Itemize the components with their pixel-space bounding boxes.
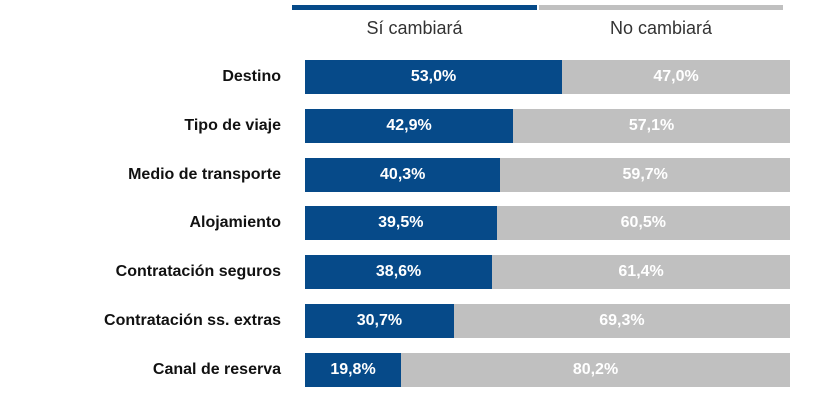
bar-no-cambiara [562,60,790,94]
bar-si-cambiara [305,60,563,94]
bar-no-cambiara [513,108,790,143]
value-label-no: 61,4% [618,263,664,281]
value-label-si: 40,3% [380,165,426,183]
value-label-no: 59,7% [622,165,668,183]
value-label-si: 30,7% [356,312,403,329]
bar-si-cambiara [305,108,514,143]
bar-si-cambiara [305,206,497,241]
legend-label-no: No cambiará [609,18,713,38]
bar-no-cambiara [453,304,790,338]
bar-si-cambiara [305,304,454,338]
bar-si-cambiara [305,255,493,290]
category-label: Canal de reserva [152,360,281,378]
value-label-si: 38,6% [375,263,422,281]
bar-no-cambiara [401,352,790,387]
category-label: Medio de transporte [128,165,281,183]
legend-swatch-no [539,5,783,10]
value-label-no: 47,0% [653,68,699,85]
bar-no-cambiara [496,206,790,241]
value-label-si: 42,9% [386,116,432,134]
category-label: Alojamiento [189,214,281,232]
value-label-no: 57,1% [628,116,675,134]
legend-label-si: Sí cambiará [366,18,463,38]
legend-swatch-si [292,5,537,10]
value-label-si: 53,0% [410,68,457,85]
category-label: Contratación ss. extras [104,312,281,329]
value-label-si: 19,8% [330,360,376,378]
bar-no-cambiara [492,255,790,290]
category-label: Contratación seguros [115,263,281,281]
bar-si-cambiara [305,352,402,387]
category-label: Tipo de viaje [184,116,281,134]
bar-no-cambiara [500,157,790,192]
value-label-si: 39,5% [378,214,424,232]
value-label-no: 69,3% [599,312,645,329]
value-label-no: 60,5% [620,214,666,232]
bar-si-cambiara [305,157,501,192]
value-label-no: 80,2% [572,360,619,378]
category-label: Destino [222,68,281,85]
